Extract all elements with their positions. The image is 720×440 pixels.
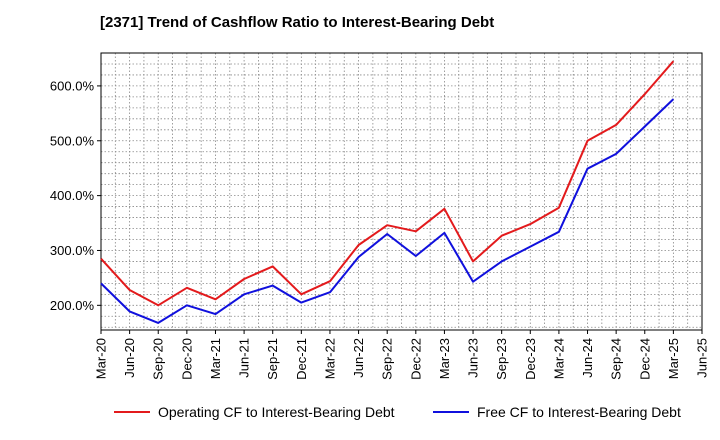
x-tick-label: Sep-23: [494, 338, 509, 380]
x-tick-label: Jun-20: [122, 338, 137, 378]
legend-item-operating-cf: Operating CF to Interest-Bearing Debt: [114, 404, 395, 420]
x-tick-label: Dec-20: [179, 338, 194, 380]
x-tick-label: Sep-20: [151, 338, 166, 380]
legend-item-free-cf: Free CF to Interest-Bearing Debt: [433, 404, 681, 420]
y-tick-label: 600.0%: [50, 78, 95, 93]
x-tick-label: Mar-24: [551, 338, 566, 379]
x-tick-label: Mar-20: [94, 338, 109, 379]
x-tick-label: Sep-24: [609, 338, 624, 380]
x-tick-label: Mar-23: [437, 338, 452, 379]
y-tick-label: 400.0%: [50, 188, 95, 203]
x-tick-label: Jun-24: [580, 338, 595, 378]
y-tick-label: 500.0%: [50, 133, 95, 148]
legend: Operating CF to Interest-Bearing Debt Fr…: [0, 404, 720, 426]
x-tick-label: Jun-25: [695, 338, 710, 378]
x-tick-label: Mar-22: [322, 338, 337, 379]
x-tick-label: Sep-22: [380, 338, 395, 380]
x-tick-label: Dec-22: [408, 338, 423, 380]
x-axis: Mar-20 Jun-20 Sep-20 Dec-20 Mar-21 Jun-21 Sep-…: [94, 330, 710, 380]
x-tick-label: Dec-24: [637, 338, 652, 380]
x-tick-label: Jun-21: [237, 338, 252, 378]
x-tick-label: Jun-23: [466, 338, 481, 378]
y-tick-label: 200.0%: [50, 298, 95, 313]
x-tick-label: Dec-21: [294, 338, 309, 380]
y-axis: 200.0% 300.0% 400.0% 500.0% 600.0%: [50, 78, 101, 313]
plot-area-border: [100, 52, 703, 331]
legend-swatch-operating-cf: [114, 411, 150, 413]
series-line-operating-cf: [100, 60, 675, 307]
x-tick-label: Dec-23: [523, 338, 538, 380]
x-tick-label: Sep-21: [265, 338, 280, 380]
series-line-free-cf: [100, 98, 675, 324]
legend-label-free-cf: Free CF to Interest-Bearing Debt: [477, 404, 681, 420]
x-tick-label: Mar-25: [666, 338, 681, 379]
series-lines: [100, 60, 675, 324]
legend-label-operating-cf: Operating CF to Interest-Bearing Debt: [158, 404, 395, 420]
y-tick-label: 300.0%: [50, 243, 95, 258]
x-tick-label: Jun-22: [351, 338, 366, 378]
x-tick-label: Mar-21: [208, 338, 223, 379]
chart-title: [2371] Trend of Cashflow Ratio to Intere…: [100, 14, 495, 31]
grid-lines: [100, 53, 703, 330]
legend-swatch-free-cf: [433, 411, 469, 413]
